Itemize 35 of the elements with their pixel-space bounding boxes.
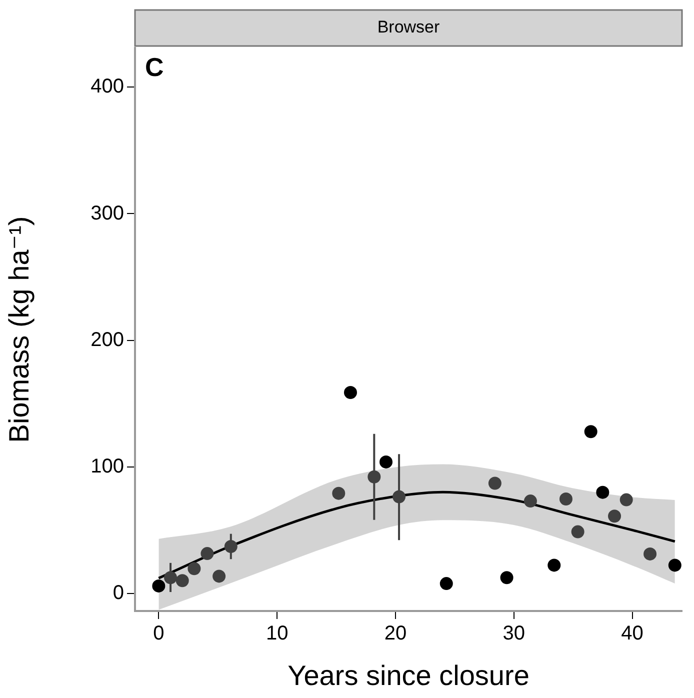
point <box>571 525 584 538</box>
point <box>559 492 572 506</box>
y-tick-label: 300 <box>90 202 124 224</box>
x-tick-label: 20 <box>384 622 407 645</box>
point <box>176 574 189 588</box>
point <box>344 386 357 400</box>
point <box>608 510 622 523</box>
point <box>488 476 502 490</box>
point <box>188 562 201 576</box>
y-tick-label: 200 <box>90 328 124 351</box>
point <box>332 486 346 500</box>
y-tick-label: 100 <box>90 455 124 478</box>
y-tick-label: 0 <box>112 582 124 604</box>
point <box>200 547 214 560</box>
annotation: C <box>145 52 164 82</box>
point <box>524 494 537 508</box>
point <box>440 577 453 590</box>
x-tick-label: 0 <box>153 622 164 645</box>
point <box>548 558 561 572</box>
x-tick-label: 40 <box>621 622 644 645</box>
point <box>644 547 657 560</box>
y-tick-label: 400 <box>90 76 124 98</box>
x-tick-label: 30 <box>502 622 525 645</box>
point <box>620 493 633 506</box>
point <box>596 486 610 499</box>
y-axis-title: Biomass (kg ha⁻¹) <box>4 216 35 443</box>
x-axis-title: Years since closure <box>288 660 530 691</box>
chart-title: Browser <box>377 18 440 37</box>
x-tick-label: 10 <box>266 622 288 645</box>
point <box>500 571 514 584</box>
point <box>152 579 166 592</box>
point <box>668 558 682 572</box>
point <box>212 570 226 583</box>
point <box>380 455 393 468</box>
point <box>584 425 598 438</box>
